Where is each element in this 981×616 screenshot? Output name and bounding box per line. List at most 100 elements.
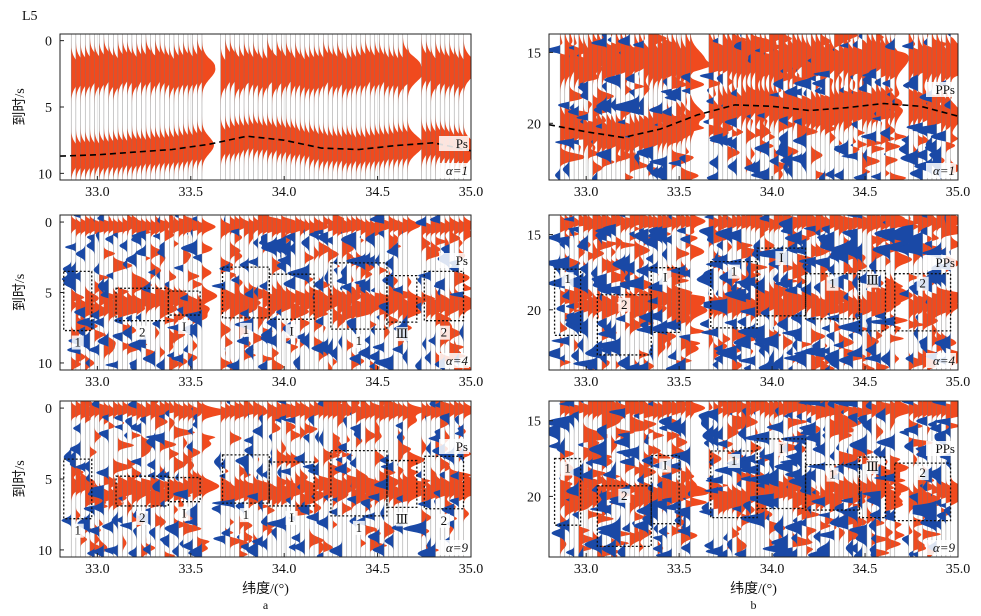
anomaly-box bbox=[756, 247, 807, 317]
trace-negative-fill bbox=[665, 34, 681, 180]
trace-negative-fill bbox=[733, 215, 751, 370]
trace-positive-fill bbox=[611, 34, 625, 180]
trace bbox=[229, 34, 247, 180]
box-label-bg bbox=[561, 461, 574, 476]
box-label-bg bbox=[352, 520, 365, 535]
trace-positive-fill bbox=[620, 34, 638, 180]
y-tick-label: 20 bbox=[527, 117, 541, 132]
trace-positive-fill bbox=[894, 34, 909, 180]
trace-negative-fill bbox=[306, 401, 319, 557]
trace bbox=[944, 34, 958, 180]
trace-positive-fill bbox=[690, 215, 708, 370]
trace-positive-fill bbox=[871, 401, 890, 557]
trace-positive-fill bbox=[815, 401, 840, 557]
trace-negative-fill bbox=[861, 34, 877, 180]
trace-positive-fill bbox=[890, 34, 907, 180]
trace-positive-fill bbox=[769, 215, 789, 370]
box-label-bg bbox=[352, 334, 365, 349]
trace-positive-fill bbox=[574, 34, 592, 180]
panel-frame bbox=[548, 33, 959, 181]
trace-negative-fill bbox=[833, 401, 858, 557]
trace-negative-fill bbox=[97, 215, 109, 370]
trace bbox=[164, 401, 194, 557]
trace bbox=[373, 215, 409, 370]
trace-negative-fill bbox=[386, 215, 399, 370]
trace bbox=[873, 401, 910, 557]
trace bbox=[180, 215, 212, 370]
trace-positive-fill bbox=[323, 401, 340, 557]
trace-negative-fill bbox=[584, 401, 602, 557]
trace-negative-fill bbox=[849, 401, 867, 557]
trace bbox=[564, 401, 599, 557]
trace-negative-fill bbox=[104, 401, 118, 557]
trace-positive-fill bbox=[108, 215, 131, 370]
trace-positive-fill bbox=[342, 215, 362, 370]
box-label-bg bbox=[618, 297, 631, 312]
trace-negative-fill bbox=[74, 215, 86, 370]
phase-label: Ps bbox=[456, 136, 468, 151]
trace bbox=[380, 401, 417, 557]
trace-positive-fill bbox=[197, 215, 212, 370]
trace-positive-fill bbox=[272, 401, 286, 557]
trace-negative-fill bbox=[242, 215, 245, 370]
trace-positive-fill bbox=[230, 401, 252, 557]
trace-negative-fill bbox=[184, 401, 198, 557]
trace-negative-fill bbox=[830, 215, 849, 370]
trace bbox=[234, 215, 251, 370]
trace-negative-fill bbox=[180, 215, 198, 370]
trace-negative-fill bbox=[258, 215, 268, 370]
alpha-label: α=4 bbox=[933, 353, 956, 368]
trace bbox=[665, 34, 699, 180]
trace-negative-fill bbox=[859, 215, 881, 370]
box-label: Ⅲ bbox=[396, 326, 409, 341]
trace-positive-fill bbox=[578, 401, 595, 557]
trace-positive-fill bbox=[201, 401, 227, 557]
x-tick-label: 33.0 bbox=[574, 375, 599, 390]
y-axis-label: 到时/s bbox=[12, 88, 28, 125]
trace bbox=[585, 215, 617, 370]
trace bbox=[330, 215, 358, 370]
trace bbox=[152, 215, 178, 370]
anomaly-box bbox=[710, 261, 758, 329]
trace bbox=[705, 215, 747, 370]
trace-negative-fill bbox=[758, 215, 774, 370]
trace bbox=[124, 401, 146, 557]
trace bbox=[362, 401, 390, 557]
trace-negative-fill bbox=[134, 215, 146, 370]
trace-positive-fill bbox=[862, 215, 879, 370]
trace-positive-fill bbox=[592, 215, 617, 370]
y-tick-label: 10 bbox=[38, 167, 52, 182]
trace-positive-fill bbox=[615, 401, 637, 557]
trace-negative-fill bbox=[391, 401, 403, 557]
trace-positive-fill bbox=[122, 215, 141, 370]
trace-positive-fill bbox=[356, 215, 374, 370]
box-label: 2 bbox=[139, 510, 146, 525]
anomaly-box bbox=[268, 273, 315, 320]
trace-negative-fill bbox=[781, 215, 802, 370]
trace-positive-fill bbox=[220, 401, 240, 557]
trace-positive-fill bbox=[393, 215, 409, 370]
trace-negative-fill bbox=[164, 401, 179, 557]
trace-positive-fill bbox=[945, 215, 958, 370]
box-label-bg bbox=[561, 272, 574, 287]
trace bbox=[914, 34, 944, 180]
trace-negative-fill bbox=[818, 215, 835, 370]
trace-positive-fill bbox=[588, 34, 605, 180]
trace-positive-fill bbox=[178, 401, 194, 557]
trace-negative-fill bbox=[549, 401, 561, 557]
trace-negative-fill bbox=[744, 34, 761, 180]
trace-negative-fill bbox=[799, 401, 816, 557]
trace-positive-fill bbox=[676, 215, 700, 370]
trace-negative-fill bbox=[655, 401, 672, 557]
anomaly-box bbox=[804, 273, 861, 320]
phase-label-bg bbox=[926, 441, 956, 456]
trace bbox=[134, 215, 160, 370]
trace-negative-fill bbox=[268, 401, 273, 557]
trace-negative-fill bbox=[636, 34, 654, 180]
trace bbox=[637, 401, 664, 557]
trace-positive-fill bbox=[150, 215, 175, 370]
trace-positive-fill bbox=[564, 401, 585, 557]
trace-negative-fill bbox=[374, 401, 389, 557]
trace bbox=[211, 401, 240, 557]
trace bbox=[369, 215, 398, 370]
